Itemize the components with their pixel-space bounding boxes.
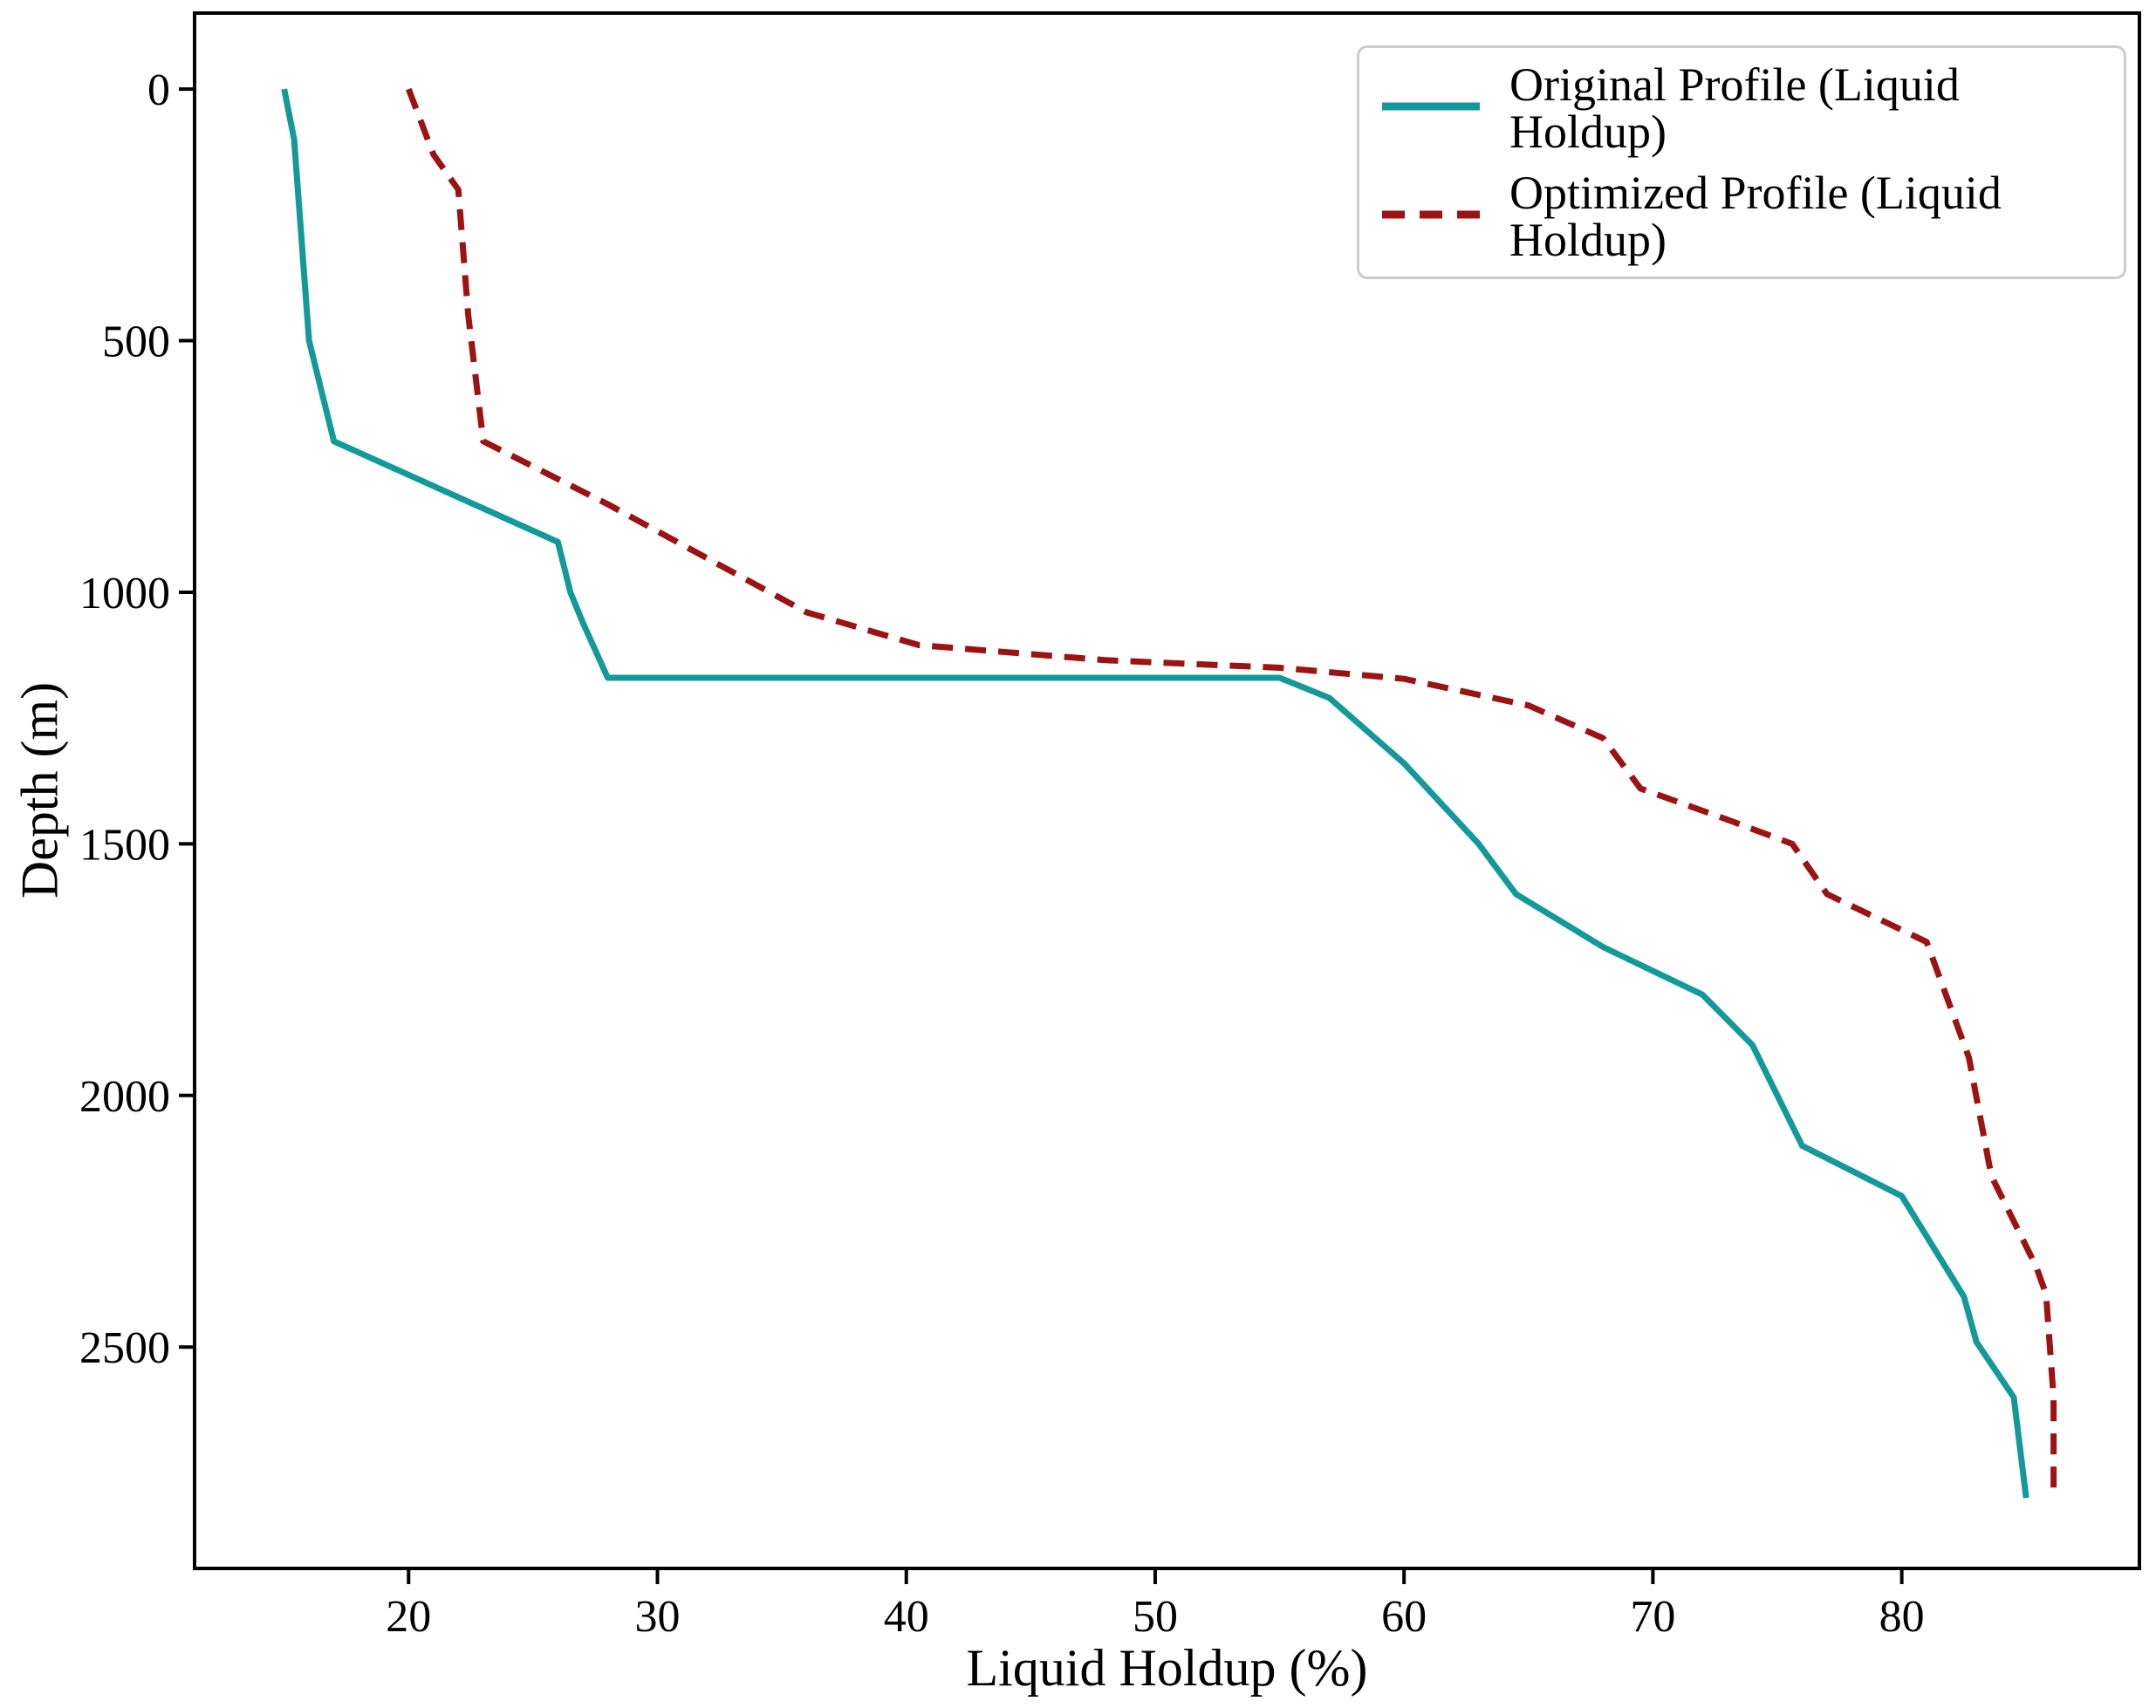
legend-label-original: Original Profile (Liquid Holdup) [1509, 58, 1960, 159]
x-tick-label: 30 [635, 1592, 681, 1642]
plot-border [193, 11, 2141, 1570]
y-tick-label: 2500 [79, 1323, 170, 1373]
legend-sample-original-line-icon [1382, 100, 1480, 116]
y-tick-label: 500 [102, 318, 170, 367]
x-tick-label: 40 [884, 1592, 929, 1642]
legend-item-original: Original Profile (Liquid Holdup) [1382, 61, 2124, 155]
y-axis-label: Depth (m) [10, 681, 69, 899]
x-axis-label: Liquid Holdup (%) [966, 1639, 1368, 1697]
y-tick-label: 1000 [79, 569, 170, 618]
y-tick-label: 0 [147, 65, 170, 115]
x-tick-label: 60 [1381, 1592, 1427, 1642]
x-tick-label: 80 [1879, 1592, 1925, 1642]
y-tick-label: 1500 [79, 820, 170, 870]
x-tick-label: 20 [386, 1592, 431, 1642]
legend-item-optimized: Optimized Profile (Liquid Holdup) [1382, 169, 2124, 263]
series-line-original [281, 88, 2029, 1499]
series-line-optimized [406, 87, 2057, 1499]
legend: Original Profile (Liquid Holdup) Optimiz… [1357, 45, 2126, 279]
legend-label-optimized: Optimized Profile (Liquid Holdup) [1509, 166, 2002, 266]
y-tick-label: 2000 [79, 1072, 170, 1122]
x-tick-label: 50 [1133, 1592, 1178, 1642]
x-tick-label: 70 [1630, 1592, 1675, 1642]
legend-sample-optimized-line-icon [1382, 208, 1480, 224]
